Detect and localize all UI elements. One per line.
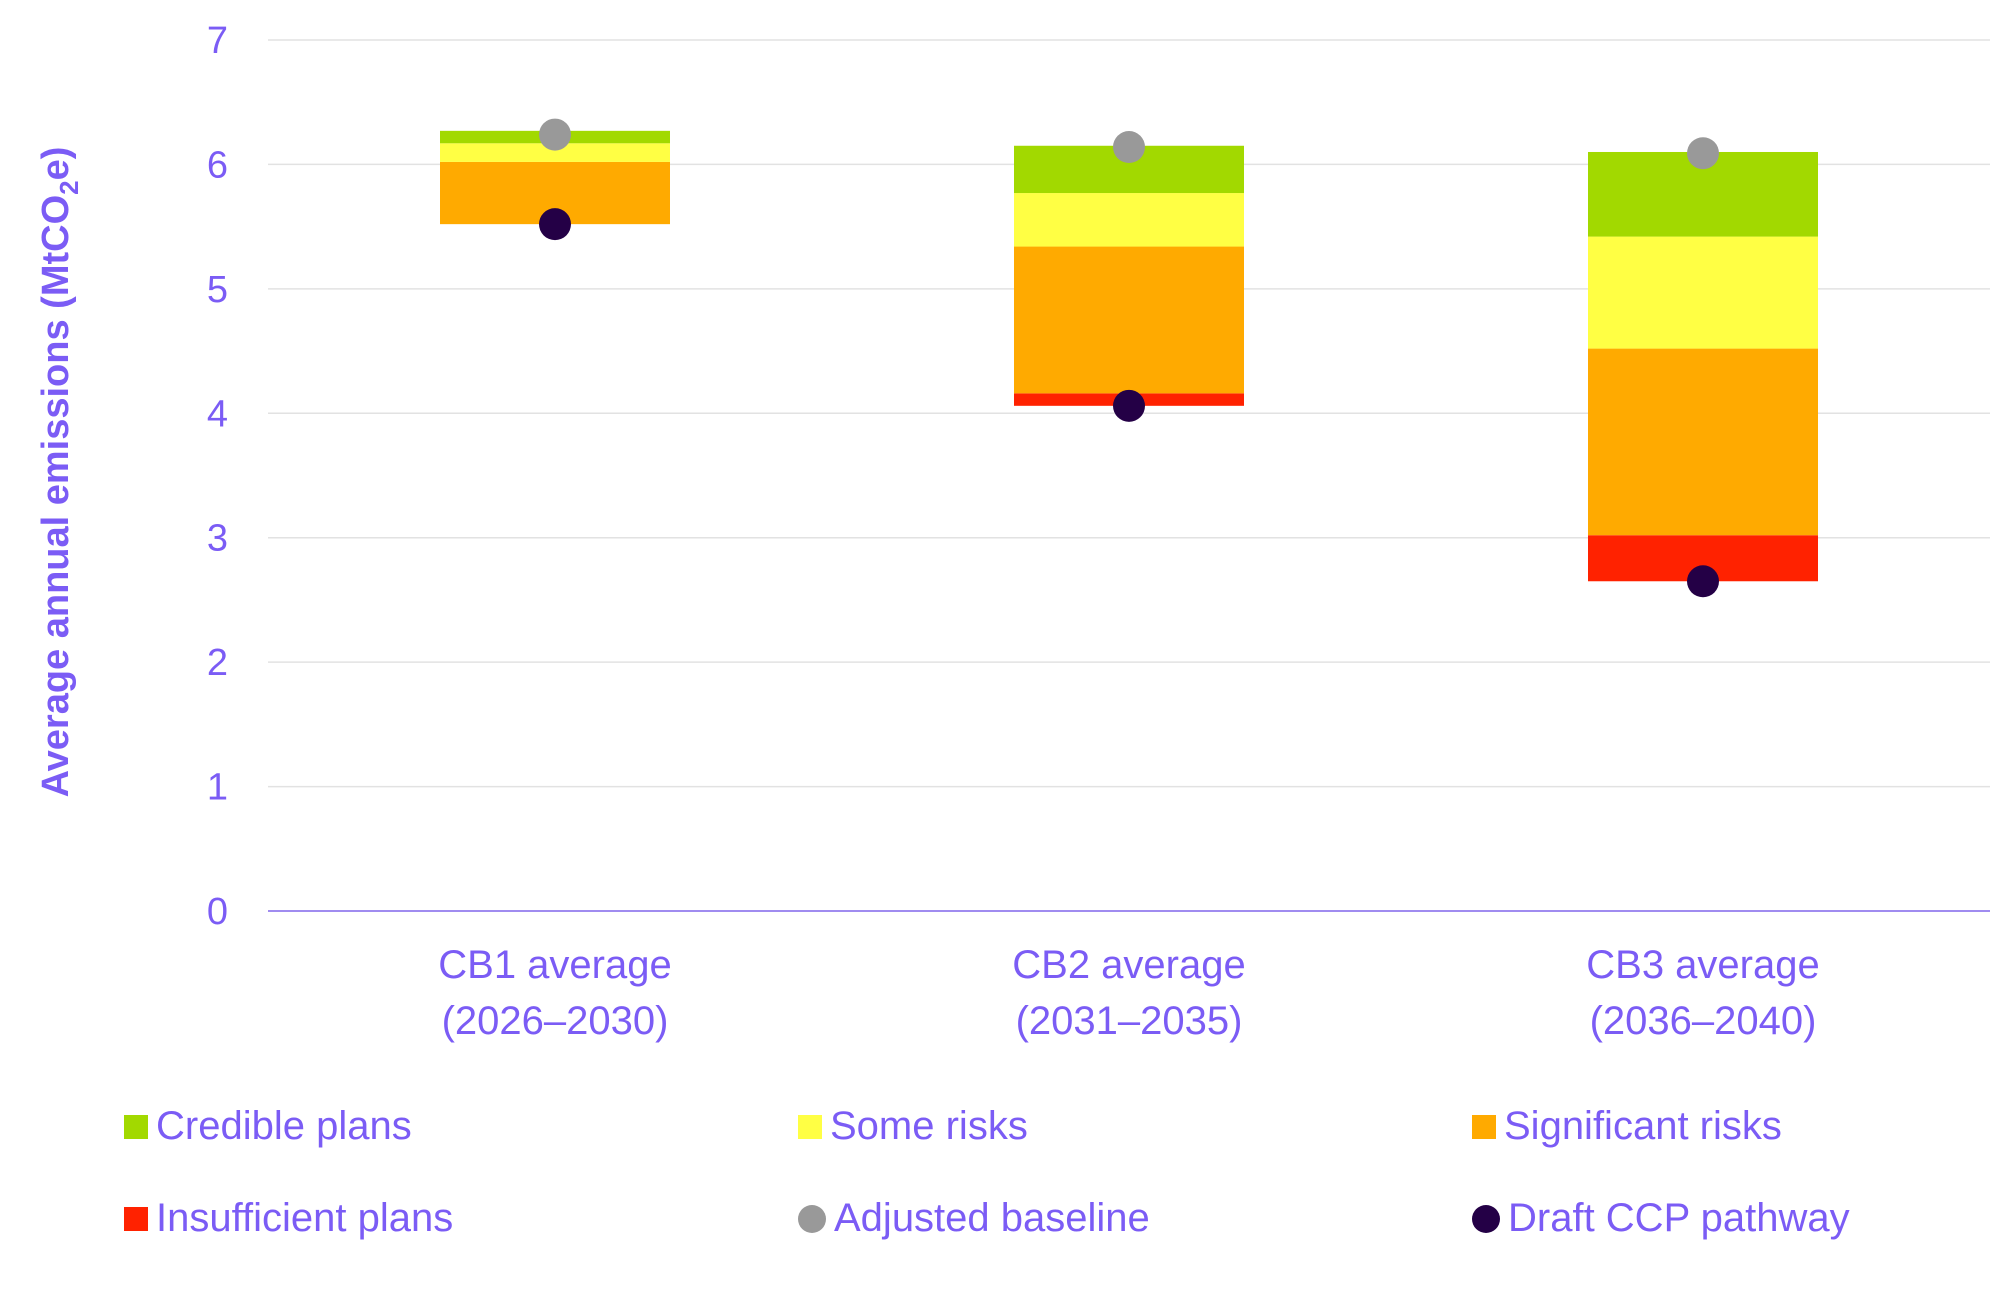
y-tick-label: 2 xyxy=(207,642,228,684)
y-tick-label: 3 xyxy=(207,518,228,560)
y-tick-label: 7 xyxy=(207,20,228,62)
y-tick-label: 0 xyxy=(207,891,228,933)
bar-segment-some-risks xyxy=(1588,236,1818,349)
y-axis-label: Average annual emissions (MtCO2e) xyxy=(35,147,84,798)
legend-item-significant-risks: Significant risks xyxy=(1472,1104,1782,1149)
x-tick-label: (2036–2040) xyxy=(1590,999,1817,1043)
x-tick-label: (2026–2030) xyxy=(442,999,669,1043)
y-tick-label: 6 xyxy=(207,144,228,186)
legend-label: Insufficient plans xyxy=(156,1196,454,1240)
point-adjusted-baseline xyxy=(539,118,571,151)
legend-label: Credible plans xyxy=(156,1104,412,1148)
legend-label: Draft CCP pathway xyxy=(1508,1196,1850,1240)
legend-swatch xyxy=(1472,1114,1496,1139)
bar-segment-some-risks xyxy=(440,143,670,162)
y-tick-label: 1 xyxy=(207,767,228,809)
legend-swatch xyxy=(798,1114,822,1139)
point-adjusted-baseline xyxy=(1113,131,1145,164)
legend-label: Some risks xyxy=(830,1104,1028,1148)
y-axis-ticks: 0 1 2 3 4 5 6 7 xyxy=(207,20,228,933)
legend-marker xyxy=(798,1204,826,1233)
legend-marker xyxy=(1472,1204,1500,1233)
x-tick-label: (2031–2035) xyxy=(1016,999,1243,1043)
bar-segment-significant-risks xyxy=(1588,348,1818,536)
point-draft-ccp-pathway xyxy=(539,208,571,241)
point-draft-ccp-pathway xyxy=(1113,389,1145,422)
point-draft-ccp-pathway xyxy=(1687,565,1719,598)
legend-swatch xyxy=(124,1114,148,1139)
legend-item-insufficient-plans: Insufficient plans xyxy=(124,1196,453,1241)
x-tick-label: CB1 average xyxy=(438,943,671,987)
y-tick-label: 5 xyxy=(207,269,228,311)
point-adjusted-baseline xyxy=(1687,137,1719,170)
x-axis-labels: CB1 average (2026–2030) CB2 average (2031–2… xyxy=(438,943,1819,1043)
y-tick-label: 4 xyxy=(207,393,228,435)
legend-item-credible-plans: Credible plans xyxy=(124,1104,412,1149)
points xyxy=(539,118,1719,598)
legend-label: Significant risks xyxy=(1504,1104,1782,1148)
x-tick-label: CB2 average xyxy=(1012,943,1245,987)
x-tick-label: CB3 average xyxy=(1586,943,1819,987)
legend-label: Adjusted baseline xyxy=(834,1196,1150,1240)
legend-swatch xyxy=(124,1206,148,1231)
legend-item-draft-ccp-pathway: Draft CCP pathway xyxy=(1472,1196,1850,1241)
bar-segment-significant-risks xyxy=(1014,246,1244,394)
legend-item-some-risks: Some risks xyxy=(798,1104,1028,1149)
legend-item-adjusted-baseline: Adjusted baseline xyxy=(798,1196,1150,1241)
bars xyxy=(440,130,1818,582)
bar-segment-some-risks xyxy=(1014,193,1244,247)
